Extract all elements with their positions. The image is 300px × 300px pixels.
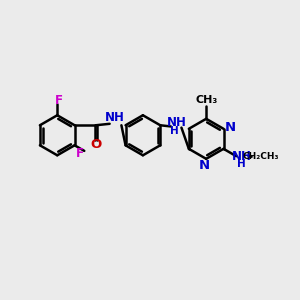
Text: F: F [76, 147, 84, 160]
Text: NH: NH [167, 116, 187, 129]
Text: O: O [90, 138, 101, 151]
Text: NH: NH [105, 111, 125, 124]
Text: H: H [170, 126, 179, 136]
Text: NH: NH [232, 150, 252, 163]
Text: N: N [224, 121, 236, 134]
Text: CH₂CH₃: CH₂CH₃ [243, 152, 279, 161]
Text: CH₃: CH₃ [195, 94, 217, 105]
Text: F: F [55, 94, 63, 107]
Text: H: H [237, 159, 246, 169]
Text: N: N [199, 159, 210, 172]
